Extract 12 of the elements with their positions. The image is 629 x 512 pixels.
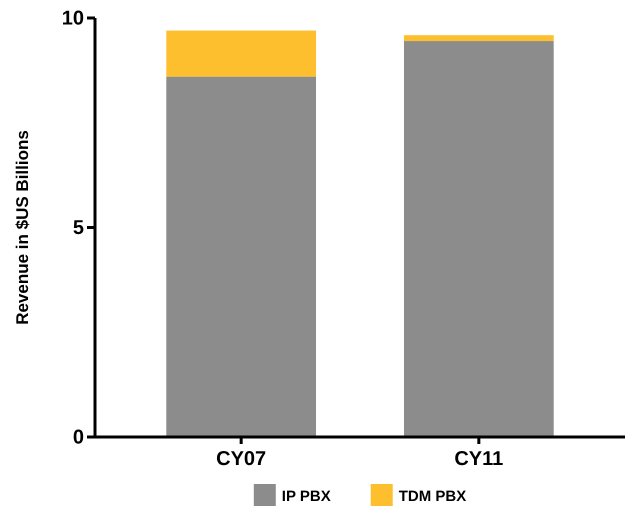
y-tick-label: 10 xyxy=(62,7,84,30)
bar xyxy=(166,76,316,437)
bar xyxy=(166,30,316,77)
bar xyxy=(404,35,554,42)
legend-label: TDM PBX xyxy=(398,488,466,505)
y-tick-label: 5 xyxy=(72,216,84,239)
legend-label: IP PBX xyxy=(282,488,331,505)
y-tick-label: 0 xyxy=(72,426,84,448)
bar xyxy=(404,41,554,437)
x-tick-label: CY11 xyxy=(454,448,504,470)
y-axis-title: Revenue in $US Billions xyxy=(13,130,32,325)
x-tick-label: CY07 xyxy=(216,448,266,470)
